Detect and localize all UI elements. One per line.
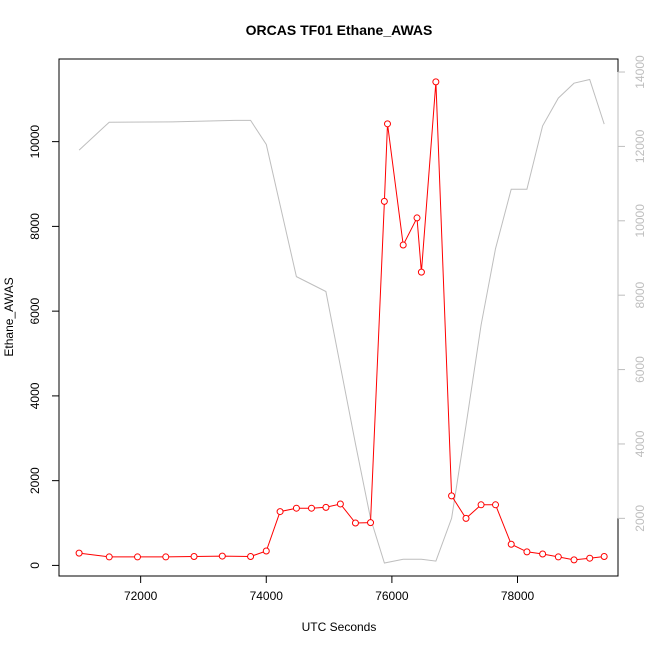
data-point — [75, 549, 83, 557]
x-tick-label: 76000 — [375, 589, 409, 603]
data-point — [190, 553, 198, 561]
data-point — [105, 553, 113, 561]
x-tick-label: 78000 — [501, 589, 535, 603]
data-point — [600, 553, 608, 561]
data-point — [586, 554, 594, 562]
series-left-points — [75, 78, 608, 564]
data-point — [570, 556, 578, 564]
y-tick-label: 8000 — [28, 213, 42, 240]
x-axis-label: UTC Seconds — [302, 620, 377, 634]
y-right-tick-label: 10000 — [633, 204, 647, 238]
y-right-tick-label: 14000 — [633, 55, 647, 89]
data-point — [162, 553, 170, 561]
x-axis: 72000 74000 76000 78000 — [124, 576, 535, 603]
data-point — [292, 504, 300, 512]
y-tick-label: 2000 — [28, 467, 42, 494]
data-point — [507, 540, 515, 548]
series-right-polyline — [78, 78, 605, 564]
y-tick-label: 6000 — [28, 297, 42, 324]
data-point — [336, 500, 344, 508]
data-point — [448, 492, 456, 500]
data-point — [462, 514, 470, 522]
plot-frame — [58, 58, 619, 577]
data-point — [539, 550, 547, 558]
y-right-tick-label: 6000 — [633, 356, 647, 383]
y-tick-label: 10000 — [28, 125, 42, 159]
y-axis-label: Ethane_AWAS — [2, 277, 16, 356]
y-right-tick-label: 2000 — [633, 505, 647, 532]
data-point — [477, 501, 485, 509]
data-point — [351, 519, 359, 527]
y-tick-label: 0 — [28, 562, 42, 569]
data-point — [383, 120, 391, 128]
series-left-polyline — [79, 81, 605, 561]
y-axis-right: 2000 4000 6000 8000 10000 12000 14000 — [617, 55, 647, 532]
x-tick-label: 74000 — [250, 589, 284, 603]
data-point — [554, 553, 562, 561]
data-point — [247, 553, 255, 561]
data-point — [413, 214, 421, 222]
y-right-tick-label: 4000 — [633, 430, 647, 457]
data-point — [523, 548, 531, 556]
series-right-line — [78, 78, 605, 564]
data-point — [134, 553, 142, 561]
data-point — [276, 508, 284, 516]
data-point — [492, 501, 500, 509]
y-right-tick-label: 8000 — [633, 282, 647, 309]
series-left-line — [79, 81, 605, 561]
data-point — [367, 519, 375, 527]
data-point — [417, 268, 425, 276]
data-point — [262, 547, 270, 555]
data-point — [322, 503, 330, 511]
chart-title: ORCAS TF01 Ethane_AWAS — [246, 22, 433, 38]
data-point — [218, 552, 226, 560]
data-point — [399, 241, 407, 249]
y-axis-left: 0 2000 4000 6000 8000 10000 — [28, 125, 59, 569]
x-tick-label: 72000 — [124, 589, 158, 603]
data-point — [432, 78, 440, 86]
data-point — [307, 504, 315, 512]
y-tick-label: 4000 — [28, 382, 42, 409]
data-point — [380, 197, 388, 205]
y-right-tick-label: 12000 — [633, 129, 647, 163]
